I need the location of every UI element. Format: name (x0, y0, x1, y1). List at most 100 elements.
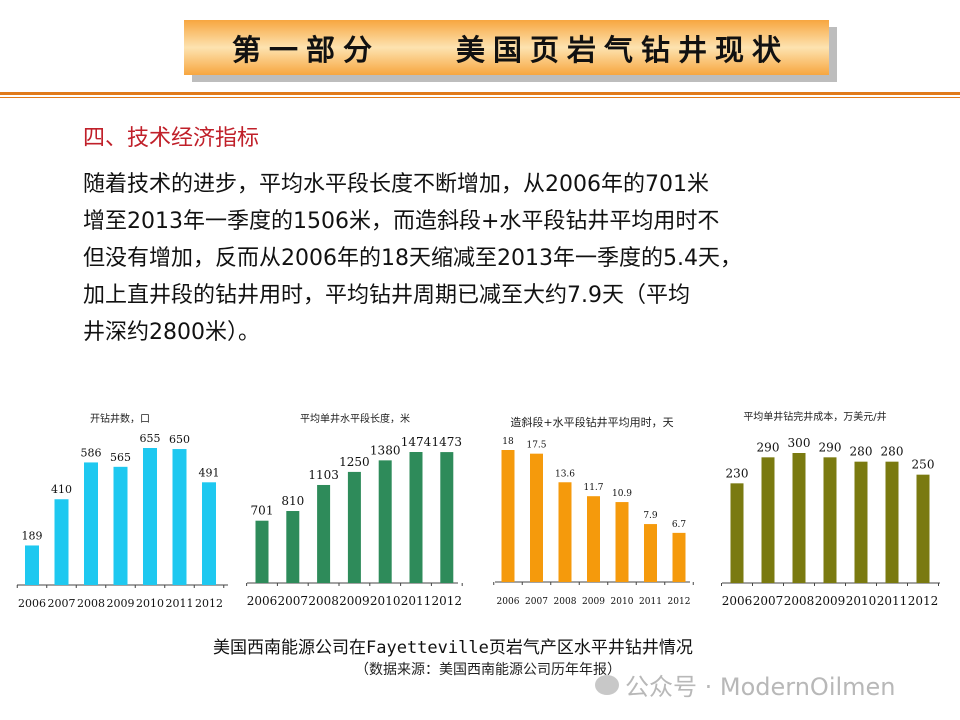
x-tick-label: 2010 (370, 594, 401, 608)
data-label: 1380 (370, 443, 401, 457)
bar-2010 (854, 461, 868, 583)
x-tick-label: 2007 (525, 597, 548, 607)
bar-2010 (378, 460, 392, 583)
bar-2010 (615, 502, 629, 582)
data-label: 810 (281, 494, 304, 508)
figure-caption: 美国西南能源公司在Fayetteville页岩气产区水平井钻井情况 (213, 638, 693, 658)
chart-title: 平均单井钻完井成本，万美元/井 (743, 410, 886, 423)
x-tick-label: 2006 (247, 594, 278, 608)
bar-2009 (587, 496, 600, 582)
body-line: 井深约2800米）。 (83, 320, 260, 345)
x-tick-label: 2008 (554, 597, 577, 607)
chart-title: 造斜段+水平段钻井平均用时，天 (510, 415, 673, 429)
bar-2012 (672, 532, 686, 582)
data-label: 6.7 (672, 520, 687, 530)
data-label: 1250 (339, 455, 370, 469)
watermark: 公众号 · ModernOilmen (595, 667, 896, 702)
data-label: 13.6 (555, 469, 575, 479)
data-label: 230 (726, 466, 749, 480)
x-tick-label: 2010 (611, 597, 634, 607)
bar-2011 (409, 452, 423, 583)
bar-2007 (54, 499, 69, 585)
data-label: 701 (251, 504, 274, 518)
bar-2010 (143, 448, 157, 585)
data-label: 491 (199, 466, 220, 479)
x-tick-label: 2011 (401, 594, 432, 608)
bar-2008 (84, 462, 98, 585)
x-tick-label: 2009 (107, 597, 135, 610)
x-tick-label: 2006 (18, 597, 46, 610)
data-label: 1473 (432, 435, 463, 449)
x-tick-label: 2009 (339, 594, 370, 608)
x-tick-label: 2011 (639, 597, 662, 607)
data-source: （数据来源：美国西南能源公司历年年报） (355, 662, 621, 678)
data-label: 18 (502, 437, 514, 447)
banner-title: 美国页岩气钻井现状 (456, 32, 790, 67)
bar-2009 (113, 466, 128, 585)
bar-2008 (558, 482, 572, 582)
wechat-icon (595, 674, 619, 695)
data-label: 11.7 (583, 483, 603, 493)
data-label: 1103 (308, 468, 339, 482)
bar-2011 (885, 461, 899, 583)
chart-title: 开钻井数，口 (90, 412, 150, 425)
bar-2012 (440, 452, 454, 583)
x-tick-label: 2012 (668, 597, 691, 607)
bar-2006 (255, 520, 269, 583)
section-heading: 四、技术经济指标 (83, 126, 260, 151)
body-paragraph: 随着技术的进步，平均水平段长度不断增加，从2006年的701米 增至2013年一… (83, 166, 883, 351)
banner-part: 第一部分 (232, 32, 381, 67)
divider (0, 92, 960, 95)
x-tick-label: 2012 (432, 594, 463, 608)
x-tick-label: 2007 (48, 597, 76, 610)
bar-2012 (202, 482, 216, 585)
bar-2011 (644, 524, 657, 582)
bar-2009 (347, 471, 361, 583)
divider (0, 97, 960, 98)
data-label: 300 (788, 436, 811, 450)
data-label: 290 (757, 440, 780, 454)
data-label: 10.9 (612, 489, 632, 499)
body-line: 但没有增加，反而从2006年的18天缩减至2013年一季度的5.4天， (83, 246, 742, 271)
bar-2009 (823, 457, 837, 583)
x-tick-label: 2009 (815, 594, 846, 608)
x-tick-label: 2010 (136, 597, 164, 610)
data-label: 565 (110, 451, 131, 464)
data-label: 280 (881, 445, 904, 459)
data-label: 586 (81, 446, 102, 459)
x-tick-label: 2008 (77, 597, 105, 610)
body-line: 加上直井段的钻井用时，平均钻井周期已减至大约7.9天（平均 (83, 283, 690, 308)
x-tick-label: 2012 (908, 594, 939, 608)
x-tick-label: 2007 (753, 594, 784, 608)
bar-2011 (172, 449, 187, 585)
data-label: 280 (850, 445, 873, 459)
bar-2007 (286, 511, 300, 583)
bar-2012 (916, 474, 930, 583)
bar-2007 (761, 457, 775, 583)
data-label: 1474 (401, 435, 432, 449)
data-label: 17.5 (526, 441, 546, 451)
data-label: 655 (140, 432, 161, 445)
bar-2006 (25, 545, 39, 585)
x-tick-label: 2006 (497, 597, 520, 607)
data-label: 650 (169, 433, 190, 446)
bar-2006 (501, 450, 515, 582)
data-label: 7.9 (643, 511, 658, 521)
x-tick-label: 2011 (877, 594, 908, 608)
x-tick-label: 2008 (308, 594, 339, 608)
bar-2007 (530, 453, 543, 582)
bar-2008 (792, 453, 806, 583)
x-tick-label: 2011 (166, 597, 194, 610)
x-tick-label: 2008 (784, 594, 815, 608)
data-label: 290 (819, 440, 842, 454)
body-line: 随着技术的进步，平均水平段长度不断增加，从2006年的701米 (83, 172, 709, 197)
x-tick-label: 2012 (195, 597, 223, 610)
bar-2008 (317, 484, 331, 583)
body-line: 增至2013年一季度的1506米，而造斜段+水平段钻井平均用时不 (83, 209, 720, 234)
section-banner: 第一部分 美国页岩气钻井现状 (184, 20, 829, 75)
x-tick-label: 2009 (582, 597, 605, 607)
x-tick-label: 2010 (846, 594, 877, 608)
data-label: 410 (51, 483, 72, 496)
bar-2006 (730, 483, 744, 583)
